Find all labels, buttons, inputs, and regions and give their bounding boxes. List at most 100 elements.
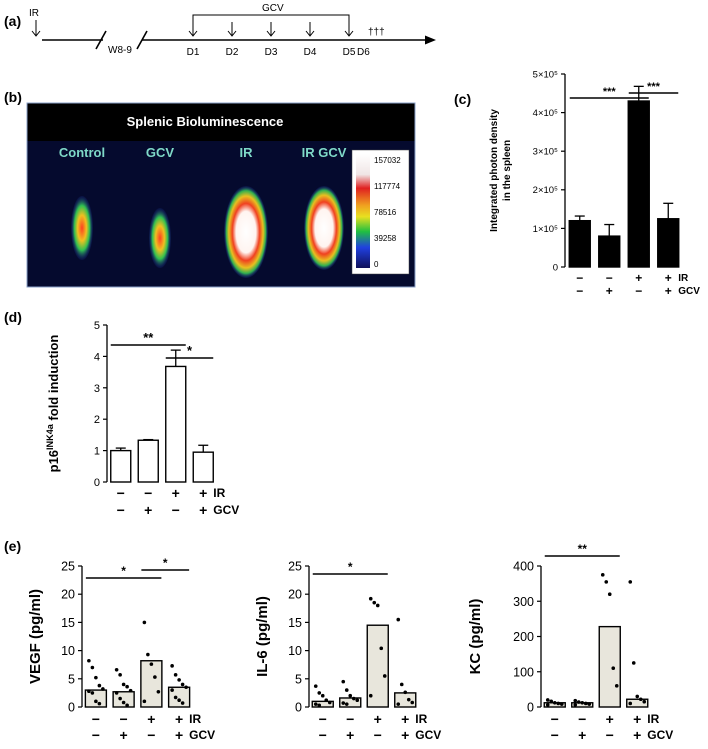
gcv-sign: + <box>199 502 207 518</box>
data-point <box>153 675 157 679</box>
ir-sign: + <box>199 485 207 501</box>
bar <box>110 449 132 483</box>
ir-sign: + <box>665 271 672 285</box>
data-point <box>180 701 185 705</box>
data-point <box>355 698 360 703</box>
ir-sign: + <box>172 485 180 501</box>
ir-sign: + <box>175 711 183 727</box>
data-point <box>114 667 119 672</box>
y-axis-label: IL-6 (pg/ml) <box>254 596 271 677</box>
panel-a-label: (a) <box>4 13 21 29</box>
data-point <box>587 702 592 706</box>
gcv-sign: − <box>374 727 382 743</box>
data-point <box>90 665 95 670</box>
gcv-sign: + <box>144 502 152 518</box>
bar <box>192 451 214 483</box>
data-point <box>396 617 401 622</box>
ir-sign: + <box>635 271 642 285</box>
gcv-sign: + <box>401 727 409 743</box>
data-point <box>320 693 325 698</box>
y-axis-label: VEGF (pg/ml) <box>27 589 44 684</box>
data-point <box>118 673 122 677</box>
data-point <box>184 685 188 690</box>
timeline-break-mark <box>95 30 107 50</box>
data-point <box>101 687 105 691</box>
data-point <box>118 696 122 701</box>
data-point <box>556 701 561 706</box>
data-point <box>368 596 373 601</box>
y-tick-label: 0 <box>553 262 558 273</box>
data-point <box>344 688 349 692</box>
data-point <box>573 703 578 707</box>
y-tick-label: 400 <box>513 560 534 574</box>
data-point <box>317 703 322 708</box>
ir-sign: − <box>92 711 100 727</box>
y-tick-label: 4×10⁵ <box>533 108 558 119</box>
y-axis-label: KC (pg/ml) <box>467 599 484 675</box>
gcv-sign: − <box>319 727 327 743</box>
significance-stars: *** <box>603 86 617 98</box>
bar <box>657 218 680 268</box>
y-tick-label: 10 <box>61 644 75 658</box>
day-arrow-icon <box>266 22 276 37</box>
bioluminescence-image: Splenic Bioluminescence Control GCV IR I… <box>26 102 416 288</box>
bar <box>366 624 389 708</box>
group-label-control: Control <box>59 145 105 160</box>
panel-e-label: (e) <box>4 538 21 554</box>
ir-sign: − <box>319 711 327 727</box>
data-point <box>173 673 178 677</box>
day-label-3: D3 <box>265 47 278 58</box>
data-point <box>156 689 161 694</box>
ir-sign: − <box>578 711 586 727</box>
color-scale-bar <box>356 154 370 268</box>
y-tick-label: 5 <box>68 672 75 686</box>
data-point <box>631 661 636 665</box>
data-point <box>583 701 588 706</box>
data-point <box>545 698 550 702</box>
panel-d-label: (d) <box>4 309 22 325</box>
data-point <box>600 573 605 577</box>
gcv-sign: − <box>117 502 125 518</box>
data-point <box>410 700 415 705</box>
ir-sign: − <box>144 485 152 501</box>
data-point <box>180 682 185 687</box>
gcv-row-label: GCV <box>213 503 239 517</box>
data-point <box>341 701 346 705</box>
significance-stars: * <box>121 564 126 578</box>
day-label-4: D4 <box>304 47 317 58</box>
data-point <box>611 666 616 671</box>
bar <box>84 689 108 708</box>
gcv-sign: + <box>633 727 641 743</box>
gcv-sign: + <box>175 727 183 743</box>
gcv-sign: + <box>665 284 672 298</box>
spleen-signal-gcv <box>149 208 171 268</box>
ir-sign: − <box>606 271 613 285</box>
day-arrow-icon <box>227 22 237 37</box>
y-tick-label: 15 <box>61 616 75 630</box>
gcv-bracket <box>192 14 350 22</box>
gcv-period-label: GCV <box>262 3 284 14</box>
y-tick-label: 5 <box>295 672 302 686</box>
gcv-sign: + <box>120 727 128 743</box>
group-label-ir: IR <box>240 145 254 160</box>
data-point <box>170 688 174 692</box>
y-axis-label: p16INK4a fold induction <box>45 335 61 473</box>
data-point <box>552 700 557 705</box>
bar <box>627 100 650 268</box>
panel-b-label: (b) <box>4 89 22 105</box>
ir-row-label: IR <box>415 712 427 726</box>
significance-stars: ** <box>143 330 154 345</box>
bar <box>311 700 334 708</box>
day-label-5: D5 <box>343 47 356 58</box>
ir-arrow-icon <box>31 20 41 37</box>
gcv-sign: + <box>578 727 586 743</box>
week-label: W8-9 <box>108 45 132 56</box>
data-point <box>324 698 329 703</box>
y-tick-label: 5 <box>94 320 100 332</box>
bar <box>165 365 187 483</box>
ir-row-label: IR <box>647 712 659 726</box>
data-point <box>142 699 147 704</box>
timeline: IR W8-9 GCV D1 D2 D3 D4 D5 D6 ††† <box>29 3 436 58</box>
